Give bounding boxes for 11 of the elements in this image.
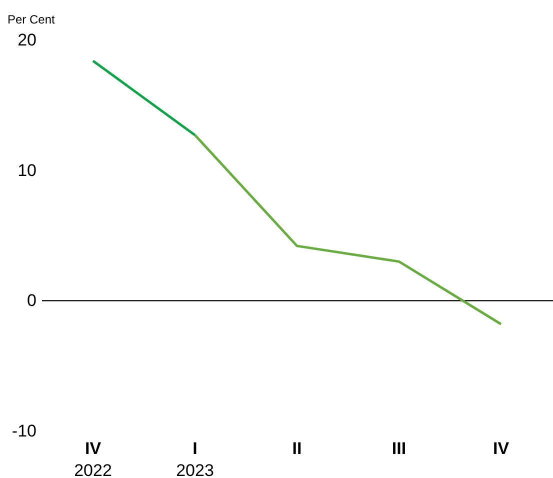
- x-tick-label: III: [392, 439, 406, 458]
- x-tick-label: IV: [492, 439, 510, 458]
- y-tick-label: -10: [12, 422, 36, 440]
- y-tick-label: 20: [18, 30, 36, 50]
- y-tick-label: 0: [27, 291, 36, 310]
- category-label: IV 2022: [74, 439, 112, 478]
- x-tick-label: II: [292, 439, 302, 458]
- line-series: [194, 134, 502, 326]
- y-axis-title: Per Cent: [8, 12, 56, 26]
- category-label: I 2023: [176, 439, 214, 478]
- y-tick-label: 10: [18, 160, 36, 180]
